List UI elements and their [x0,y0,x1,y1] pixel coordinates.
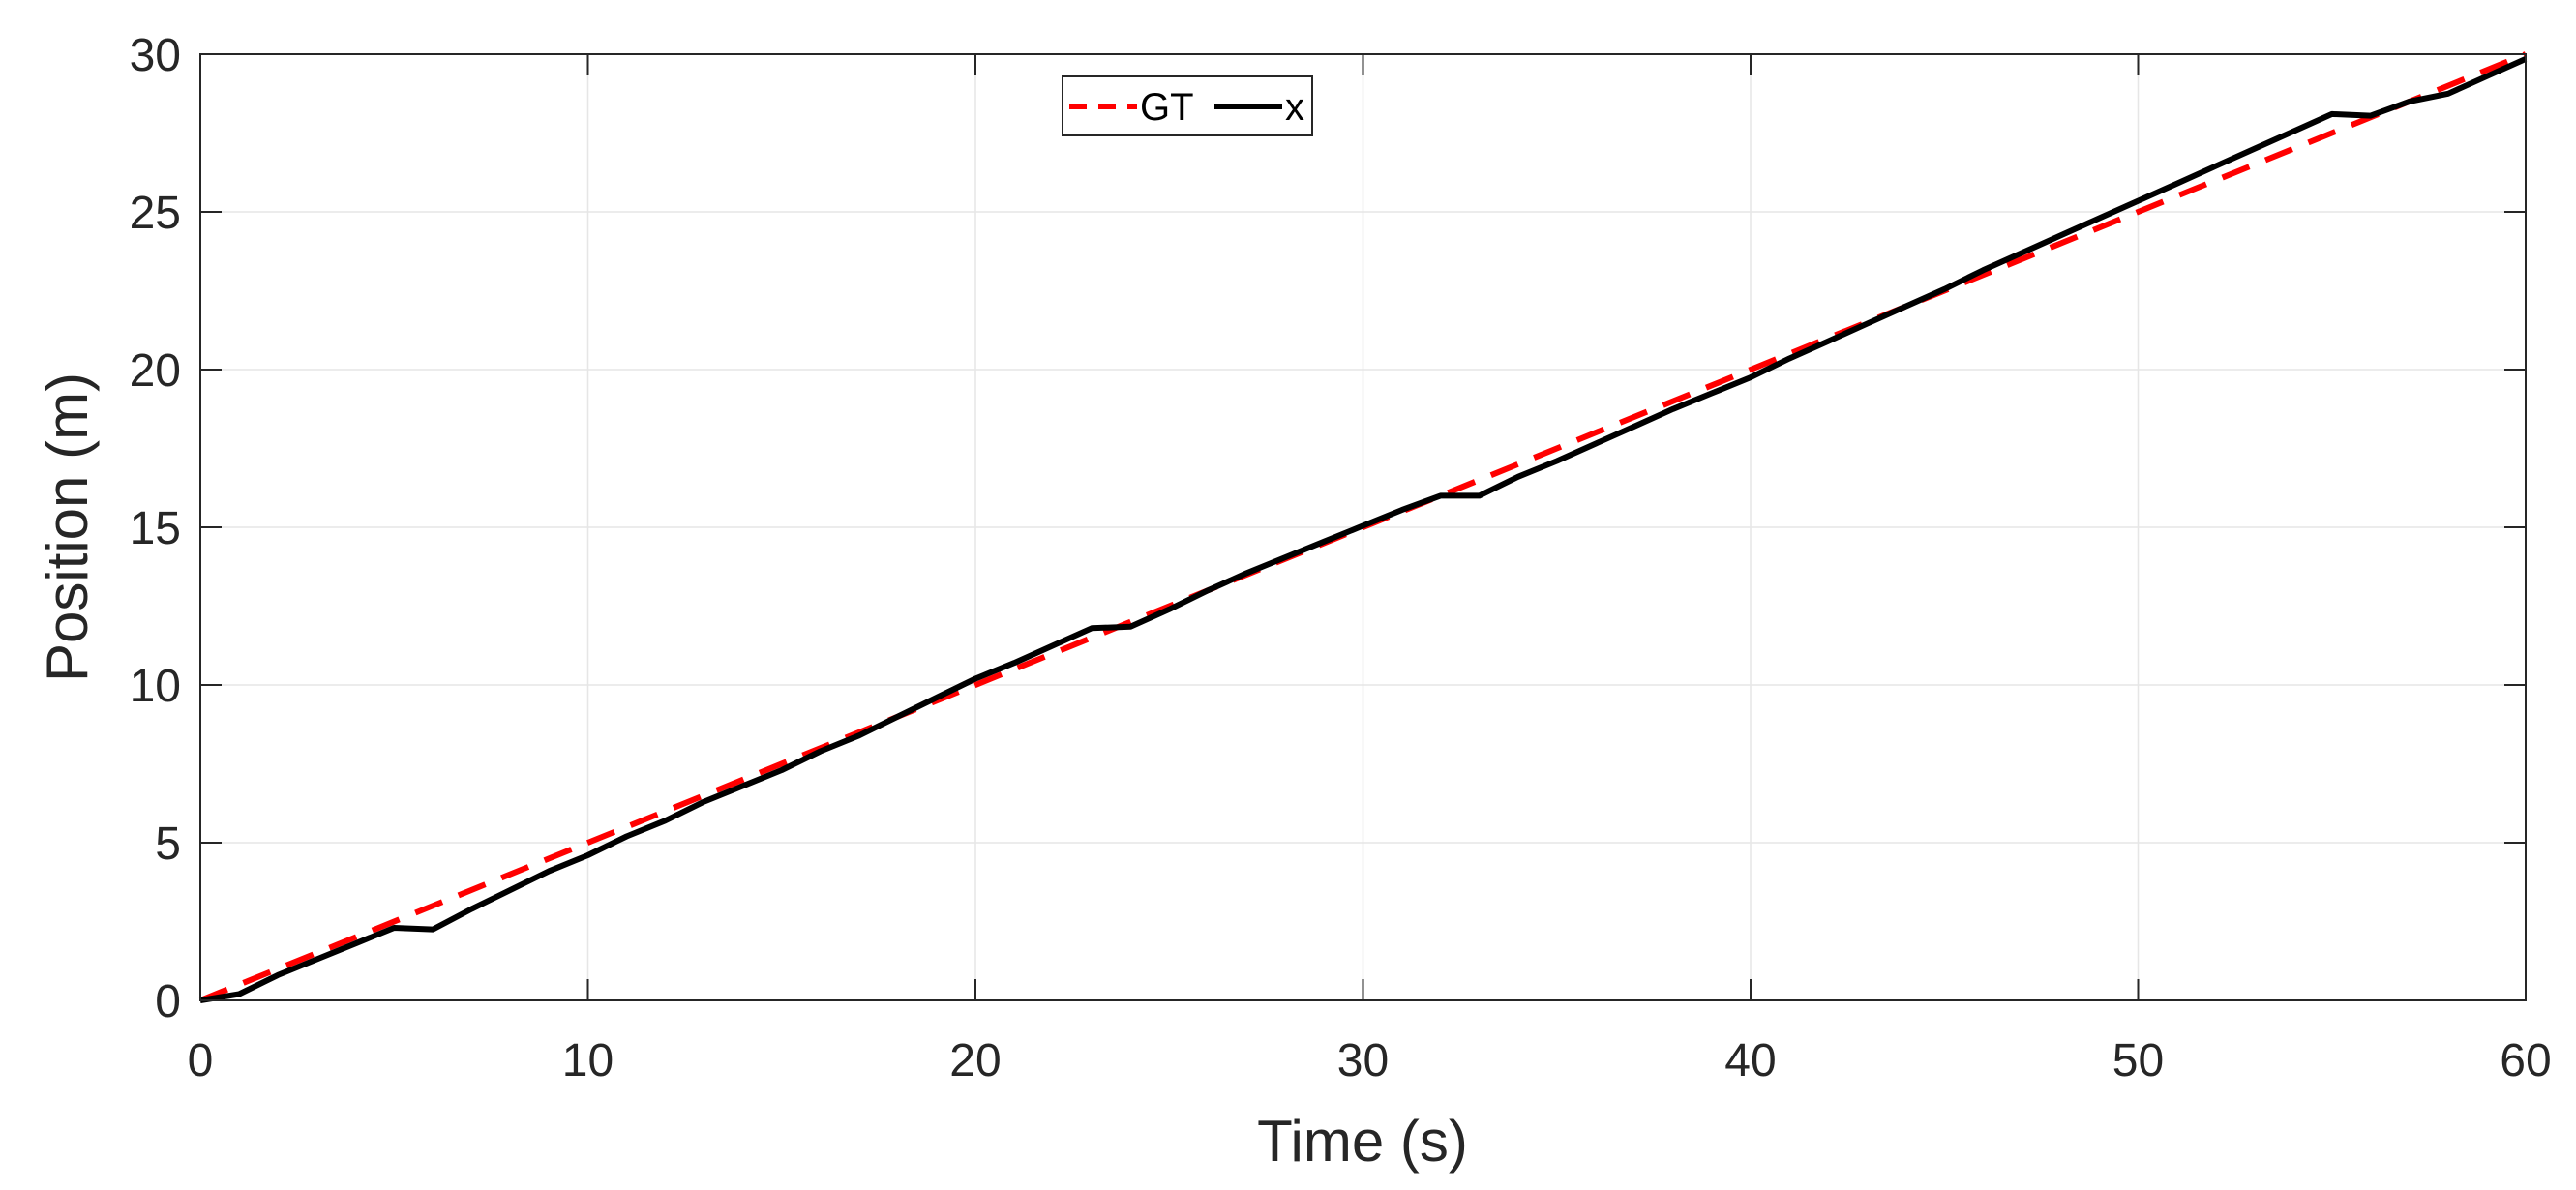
legend-gt-label: GT [1140,86,1194,129]
y-tick-label: 0 [155,976,181,1027]
x-tick-label: 60 [2500,1035,2551,1086]
legend-x-label: x [1285,86,1304,129]
y-tick-label: 20 [130,345,181,397]
x-tick-label: 40 [1724,1035,1776,1086]
y-axis-label: Position (m) [35,372,100,682]
series-layer [198,51,2528,1003]
legend: GT x [1062,75,1313,136]
x-tick-label: 20 [949,1035,1001,1086]
x-tick-label: 0 [188,1035,214,1086]
x-tick-label: 10 [562,1035,614,1086]
x-tick-label: 50 [2112,1035,2164,1086]
y-tick-label: 5 [155,818,181,870]
x-tick-label: 30 [1337,1035,1389,1086]
y-tick-labels: 0 5 10 15 20 25 30 [130,30,181,1027]
x-axis-label: Time (s) [1257,1109,1468,1174]
x-tick-labels: 0 10 20 30 40 50 60 [188,1035,2552,1086]
y-tick-label: 30 [130,30,181,81]
y-tick-label: 25 [130,188,181,239]
y-tick-label: 15 [130,503,181,554]
tick-marks [199,53,2527,1001]
series-x-line [199,56,2528,1003]
y-tick-label: 10 [130,661,181,712]
